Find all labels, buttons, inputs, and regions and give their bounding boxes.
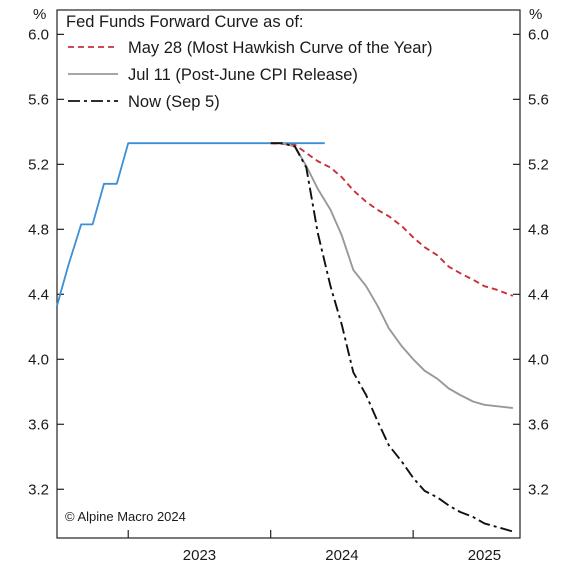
y-unit-left: % <box>33 6 46 23</box>
x-axis: 2023 2024 2025 <box>127 530 501 564</box>
y-tick-label-right: 4.8 <box>528 221 549 238</box>
y-unit-right: % <box>529 6 542 23</box>
series-line-now <box>270 142 514 533</box>
y-tick-label-right: 4.0 <box>528 351 549 368</box>
y-tick-label-left: 4.0 <box>28 351 49 368</box>
plot-frame <box>56 9 521 539</box>
credit-text: © Alpine Macro 2024 <box>65 509 186 524</box>
y-tick-label-left: 6.0 <box>28 26 49 43</box>
y-axis-left: 3.2 3.6 4.0 4.4 4.8 5.2 5.6 6.0 <box>28 26 64 498</box>
legend-title: Fed Funds Forward Curve as of: <box>66 13 304 31</box>
y-tick-label-left: 5.2 <box>28 156 49 173</box>
y-tick-label-left: 4.4 <box>28 286 49 303</box>
y-tick-label-left: 4.8 <box>28 221 49 238</box>
series-line-actual <box>56 142 325 306</box>
y-tick-label-left: 5.6 <box>28 91 49 108</box>
y-tick-label-right: 3.2 <box>528 481 549 498</box>
y-tick-label-right: 3.6 <box>528 416 549 433</box>
y-tick-label-right: 5.2 <box>528 156 549 173</box>
x-tick-label: 2025 <box>468 547 501 564</box>
y-axis-right: 3.2 3.6 4.0 4.4 4.8 5.2 5.6 6.0 <box>513 26 549 498</box>
series-layer <box>56 142 514 533</box>
y-tick-label-right: 4.4 <box>528 286 549 303</box>
legend-entry-now: Now (Sep 5) <box>128 93 220 111</box>
x-tick-label: 2024 <box>325 547 358 564</box>
legend-entry-may28: May 28 (Most Hawkish Curve of the Year) <box>128 39 432 57</box>
x-tick-label: 2023 <box>183 547 216 564</box>
legend: Fed Funds Forward Curve as of: May 28 (M… <box>66 13 432 111</box>
series-line-may28 <box>270 142 514 297</box>
legend-entry-jul11: Jul 11 (Post-June CPI Release) <box>128 66 358 84</box>
series-line-jul11 <box>270 142 514 409</box>
y-tick-label-right: 5.6 <box>528 91 549 108</box>
y-tick-label-left: 3.2 <box>28 481 49 498</box>
y-tick-label-right: 6.0 <box>528 26 549 43</box>
y-tick-label-left: 3.6 <box>28 416 49 433</box>
